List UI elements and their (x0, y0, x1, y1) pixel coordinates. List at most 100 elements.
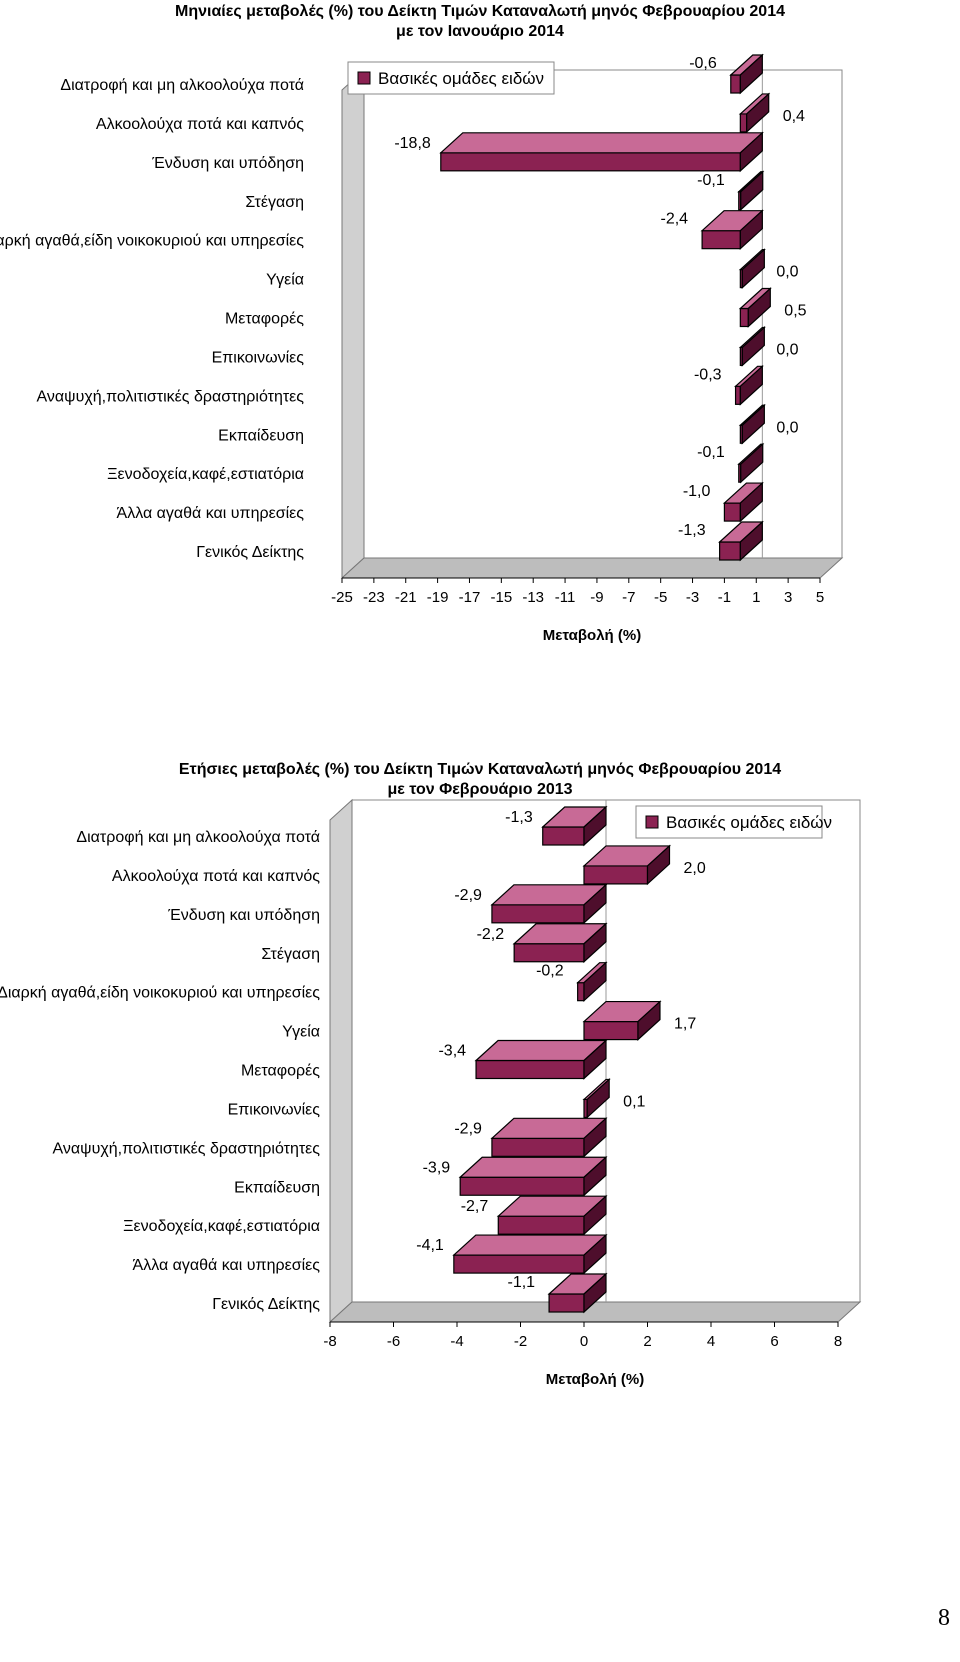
bar (723, 502, 741, 522)
bar (577, 982, 585, 1002)
data-label: -1,3 (678, 522, 706, 539)
x-tick-label: -5 (654, 589, 667, 606)
plot-side-wall (329, 798, 353, 1324)
legend-swatch (645, 815, 659, 829)
data-label: -0,2 (536, 963, 564, 980)
data-label: -0,6 (689, 55, 717, 72)
category-label: Αλκοολούχα ποτά και καπνός (96, 116, 304, 133)
data-label: -3,4 (438, 1043, 466, 1060)
legend-box (635, 805, 823, 839)
bar-side (637, 1000, 661, 1041)
bar (513, 943, 585, 963)
category-label: Επικοινωνίες (212, 349, 305, 366)
category-label: Γενικός Δείκτης (212, 1296, 320, 1313)
category-label: Γενικός Δείκτης (196, 544, 304, 561)
category-label: Υγεία (282, 1024, 320, 1041)
data-label: -2,4 (661, 211, 689, 228)
bar (583, 1020, 639, 1041)
x-tick-label: -25 (331, 589, 353, 606)
bar (739, 113, 748, 133)
legend-swatch (357, 71, 371, 85)
page-number: 8 (938, 1605, 950, 1631)
category-label: Διατροφή και μη αλκοολούχα ποτά (60, 77, 304, 94)
x-tick-label: -15 (490, 589, 512, 606)
category-label: Στέγαση (261, 946, 320, 963)
category-label: Εκπαίδευση (218, 427, 304, 444)
bar-side (583, 1155, 607, 1197)
bar-top (452, 1234, 608, 1256)
x-tick-label: 2 (643, 1333, 651, 1350)
monthly-bar-plot: -25 -23 -21 -19 -17 -15 -13 -11 -9 -7 -5 -3 -1 1 3 5Μετ… (0, 53, 844, 644)
bar-side (583, 1272, 607, 1314)
x-tick-label: 6 (770, 1333, 778, 1350)
bar-top (458, 1156, 608, 1178)
data-label: -4,1 (416, 1237, 444, 1254)
plot-floor (340, 557, 844, 579)
bar (459, 1176, 585, 1196)
category-label: Μεταφορές (241, 1063, 320, 1080)
bar (542, 826, 585, 846)
bar-side (747, 287, 771, 328)
bar-side (583, 1116, 607, 1158)
bar-side (739, 131, 763, 173)
category-label: Διαρκή αγαθά,είδη νοικοκυριού και υπηρεσ… (0, 985, 320, 1002)
bar (491, 904, 585, 924)
bar-side (583, 883, 607, 925)
data-label: -1,1 (507, 1274, 535, 1291)
bar-side (739, 53, 763, 95)
bar-side (740, 170, 764, 212)
bar-side (586, 1078, 610, 1119)
monthly-change-chart: Μηνιαίες μεταβολές (%) του Δείκτη Τιμών … (0, 0, 960, 700)
bar-side (741, 403, 765, 445)
category-label: Αλκοολούχα ποτά και καπνός (112, 868, 320, 885)
bar-side (739, 209, 763, 251)
bar (440, 152, 741, 172)
category-label: Ξενοδοχεία,καφέ,εστιατόρια (107, 466, 304, 483)
x-tick-label: -1 (718, 589, 731, 606)
category-label: Ξενοδοχεία,καφέ,εστιατόρια (123, 1218, 320, 1235)
bar (491, 1137, 585, 1157)
plot-floor (328, 1301, 862, 1323)
category-label: Διατροφή και μη αλκοολούχα ποτά (76, 829, 320, 846)
data-label: -1,0 (683, 483, 711, 500)
data-label: 0,0 (776, 341, 798, 358)
bar-side (746, 92, 770, 134)
legend-label: Βασικές ομάδες ειδών (378, 69, 544, 88)
x-tick-label: 4 (707, 1333, 715, 1350)
bar (730, 74, 741, 94)
data-label: 2,0 (684, 860, 706, 877)
legend-box (347, 61, 555, 95)
x-tick-label: -7 (622, 589, 635, 606)
data-label: 0,0 (776, 264, 798, 281)
bar (734, 385, 741, 405)
category-label: Άλλα αγαθά και υπηρεσίες (133, 1257, 321, 1274)
bar (701, 230, 741, 250)
category-label: Ένδυση και υπόδηση (167, 907, 320, 924)
data-label: -2,9 (454, 1120, 482, 1137)
bar-side (741, 326, 765, 367)
bar-side (739, 520, 763, 562)
plot-side-wall (341, 68, 365, 580)
bar-side (739, 481, 763, 523)
chart-title: Ετήσιες μεταβολές (%) του Δείκτη Τιμών Κ… (178, 761, 782, 778)
bar-side (583, 961, 607, 1003)
category-label: Μεταφορές (225, 311, 304, 328)
data-label: 1,7 (674, 1016, 696, 1033)
x-tick-label: -3 (686, 589, 699, 606)
bar-side (583, 805, 607, 847)
bar-side (583, 1039, 607, 1080)
annual-change-chart: Ετήσιες μεταβολές (%) του Δείκτη Τιμών Κ… (0, 760, 960, 1500)
category-label: Ένδυση και υπόδηση (151, 155, 304, 172)
data-label: -1,3 (505, 809, 533, 826)
x-tick-label: -8 (323, 1333, 336, 1350)
data-label: -0,3 (694, 366, 722, 383)
x-tick-label: -2 (514, 1333, 527, 1350)
data-label: -2,2 (477, 926, 505, 943)
data-label: 0,4 (783, 108, 805, 125)
data-label: 0,1 (623, 1093, 645, 1110)
category-label: Αναψυχή,πολιτιστικές δραστηριότητες (53, 1140, 321, 1157)
bar-side (646, 844, 671, 886)
bar-side (583, 1194, 607, 1236)
annual-bar-plot: -8 -6 -4 -2 0 2 4 6 8 Μεταβολή (%) Διατροφή και μη… (0, 798, 862, 1388)
bar-side (583, 1233, 607, 1275)
